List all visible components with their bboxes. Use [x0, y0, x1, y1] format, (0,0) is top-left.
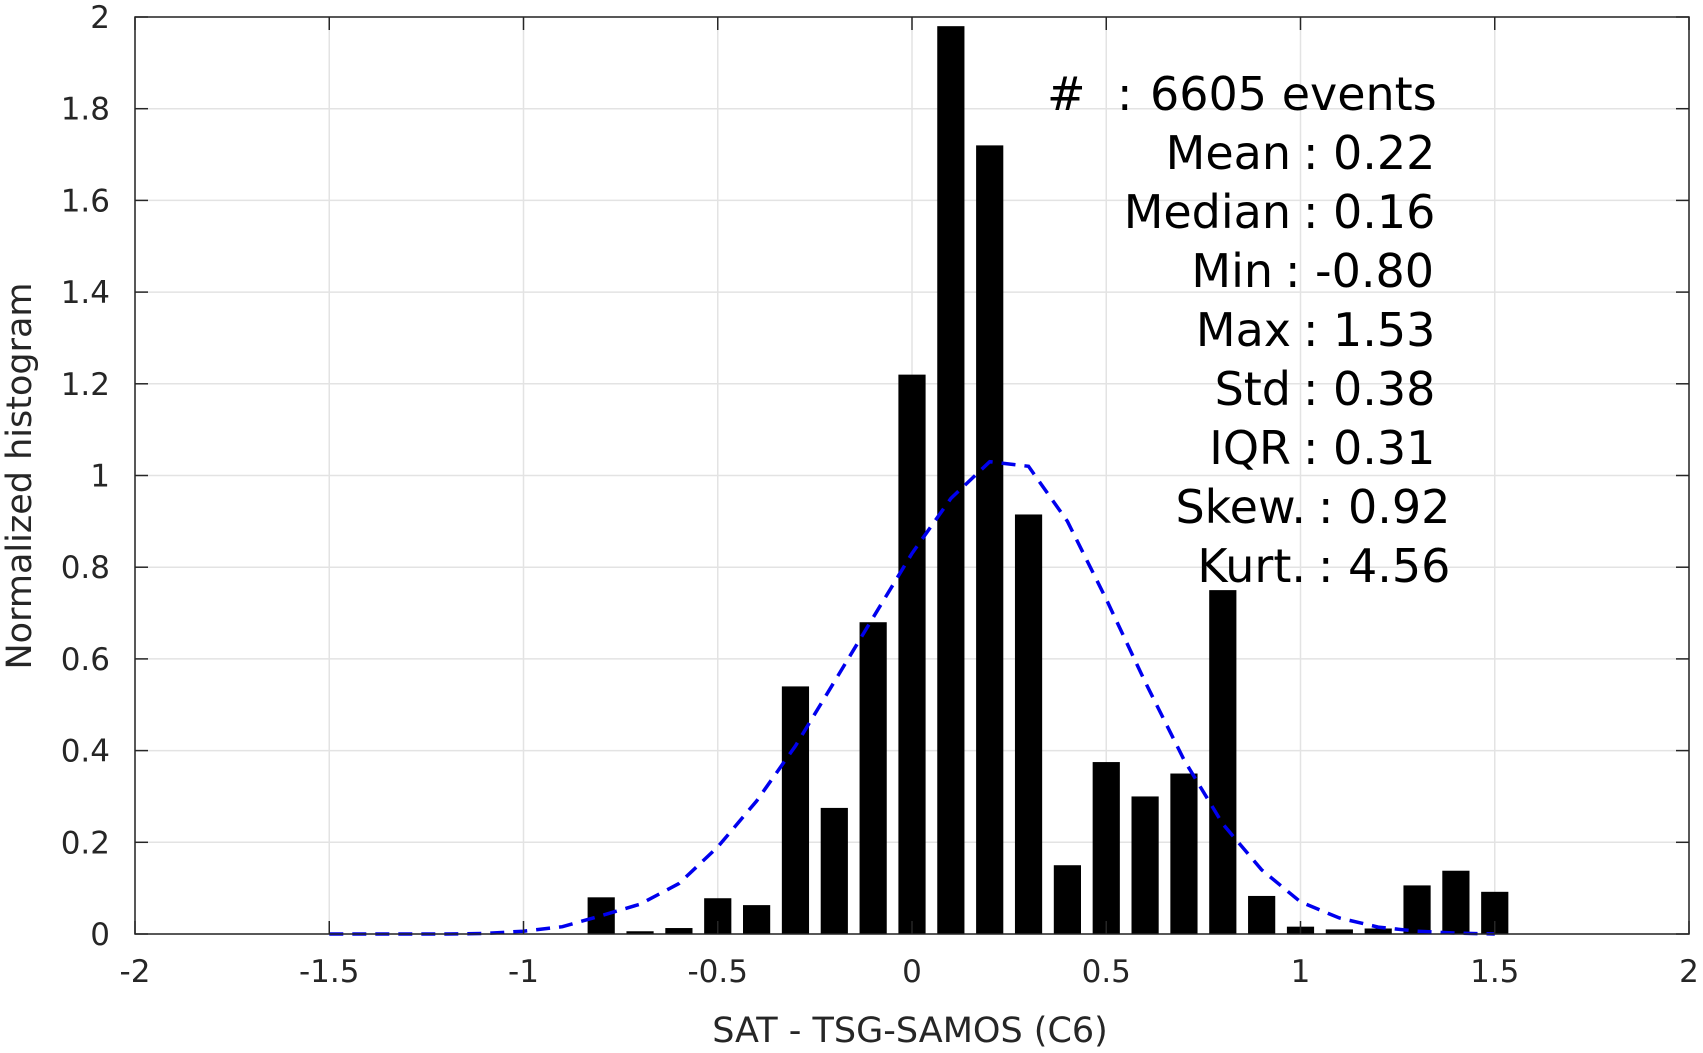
histogram-bar: [1092, 762, 1120, 934]
histogram-bar: [1442, 870, 1470, 934]
histogram-bar: [665, 928, 693, 934]
statistics-annotation: # : 6605 events Mean:0.22Median:0.16Min:…: [1047, 67, 1450, 593]
histogram-bar: [1364, 928, 1392, 934]
axes: [134, 16, 1690, 935]
x-tick-label: -1.5: [299, 954, 360, 990]
y-tick-label: 1.2: [61, 367, 110, 403]
histogram-bar: [1014, 514, 1043, 934]
stat-separator: :: [1303, 303, 1319, 357]
stat-separator: :: [1318, 539, 1334, 593]
histogram-bar: [898, 374, 926, 934]
histogram-bar: [1053, 865, 1081, 934]
y-axis-label: Normalized histogram: [0, 282, 40, 669]
x-tick-label: -0.5: [688, 954, 749, 990]
stat-value: 0.38: [1333, 362, 1435, 416]
histogram-bar: [859, 622, 887, 934]
histogram-bar: [781, 686, 810, 934]
histogram-bars: [587, 26, 1509, 935]
histogram-bar: [1131, 796, 1159, 934]
stat-label: IQR: [1209, 421, 1291, 475]
y-tick-label: 2: [90, 0, 110, 36]
stat-value: 0.16: [1333, 185, 1435, 239]
histogram-bar: [1209, 590, 1237, 934]
tick-labels: -2 -1.5 -1 -0.5 0 0.5 1 1.5 2 0 0.2 0.4 0.6 0.8 1 1.2 1.…: [61, 0, 1699, 990]
histogram-bar: [626, 931, 654, 934]
stat-value: 4.56: [1348, 539, 1450, 593]
histogram-bar: [743, 905, 771, 934]
histogram-bar: [1248, 895, 1276, 934]
x-tick-label: 1.5: [1470, 954, 1519, 990]
stat-separator: :: [1303, 126, 1319, 180]
y-tick-label: 0.4: [61, 734, 110, 770]
histogram-bar: [976, 145, 1004, 934]
y-tick-label: 0: [90, 917, 110, 953]
y-tick-label: 1: [90, 459, 110, 495]
stat-label: Std: [1215, 362, 1291, 416]
stat-events-label: #: [1047, 67, 1086, 121]
stat-label: Mean: [1166, 126, 1291, 180]
x-tick-label: 2: [1679, 954, 1699, 990]
stat-label: Skew.: [1175, 480, 1306, 534]
stat-value: 0.92: [1348, 480, 1450, 534]
x-tick-label: -1: [508, 954, 539, 990]
stat-separator: :: [1303, 421, 1319, 475]
x-axis-label: SAT - TSG-SAMOS (C6): [712, 1011, 1108, 1051]
histogram-bar: [937, 26, 965, 935]
stat-label: Kurt.: [1197, 539, 1306, 593]
stat-value: -0.80: [1315, 244, 1434, 298]
x-tick-label: 0.5: [1082, 954, 1131, 990]
histogram-bar: [587, 897, 615, 934]
stat-label: Min: [1191, 244, 1273, 298]
histogram-bar: [1403, 885, 1431, 934]
y-tick-label: 0.8: [61, 550, 110, 586]
stat-separator: :: [1303, 362, 1319, 416]
x-tick-label: 0: [902, 954, 922, 990]
y-tick-label: 0.2: [61, 825, 110, 861]
histogram-bar: [820, 807, 848, 934]
stat-value: 0.22: [1333, 126, 1435, 180]
stat-label: Median: [1124, 185, 1291, 239]
stat-separator: :: [1318, 480, 1334, 534]
stat-separator: :: [1285, 244, 1301, 298]
stat-label: Max: [1196, 303, 1291, 357]
stat-separator: :: [1303, 185, 1319, 239]
stat-value: 0.31: [1333, 421, 1435, 475]
y-tick-label: 0.6: [61, 642, 110, 678]
y-tick-label: 1.8: [61, 92, 110, 128]
x-tick-label: 1: [1291, 954, 1311, 990]
y-tick-label: 1.6: [61, 183, 110, 219]
histogram-bar: [1325, 929, 1353, 934]
x-tick-label: -2: [120, 954, 151, 990]
y-tick-label: 1.4: [61, 275, 110, 311]
stat-value: 1.53: [1333, 303, 1435, 357]
stat-events-separator: :: [1117, 67, 1133, 121]
histogram-bar: [1170, 773, 1198, 934]
stat-events-value: 6605 events: [1150, 67, 1437, 121]
